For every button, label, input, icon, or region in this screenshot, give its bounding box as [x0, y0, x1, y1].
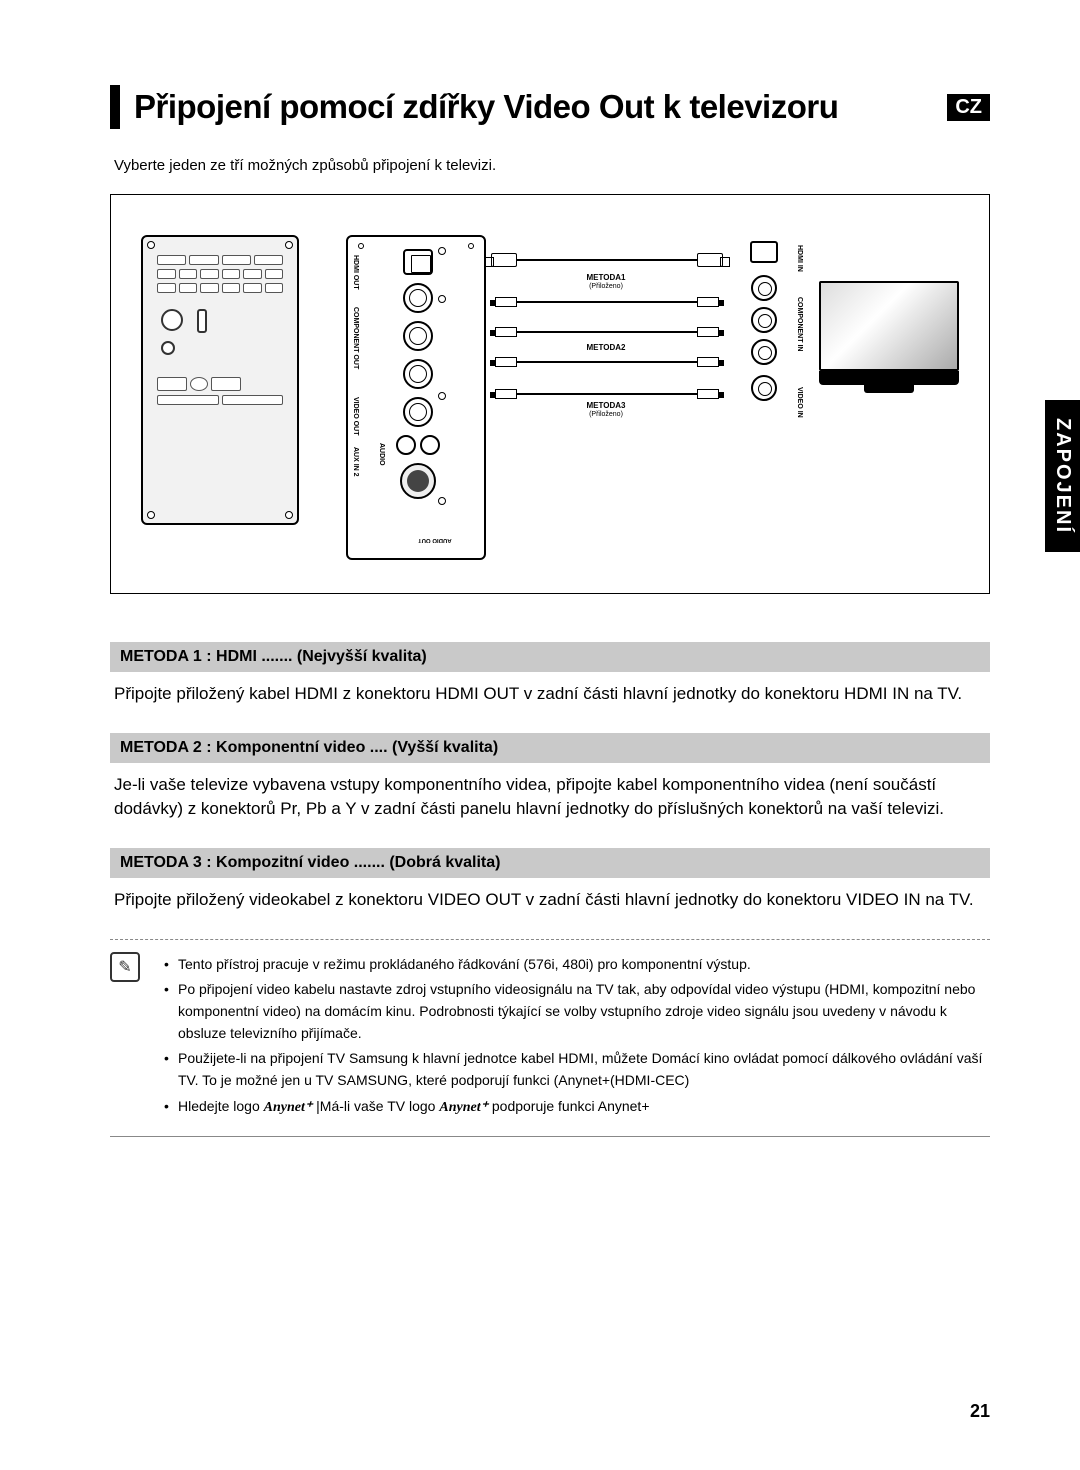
note-4-part2: |Má-li vaše TV logo — [316, 1098, 439, 1114]
connection-diagram: HDMI OUT COMPONENT OUT VIDEO OUT AUX IN … — [110, 194, 990, 594]
component-pb-jack — [403, 321, 433, 351]
title-accent-bar — [110, 85, 120, 129]
component-plug-2r — [697, 327, 719, 337]
section-side-tab: ZAPOJENÍ — [1045, 400, 1080, 552]
audio-out-connector — [400, 463, 436, 499]
video-out-label: VIDEO OUT — [352, 397, 359, 436]
component-cable-3 — [517, 361, 697, 363]
output-connector-strip: HDMI OUT COMPONENT OUT VIDEO OUT AUX IN … — [346, 235, 486, 560]
method1-cable-sublabel: (Přiloženo) — [551, 283, 661, 290]
method3-cable-label: METODA3 — [551, 401, 661, 410]
hdmi-out-port — [403, 249, 433, 275]
method1-cable-label: METODA1 — [551, 273, 661, 282]
notes-list: Tento přístroj pracuje v režimu prokláda… — [164, 954, 990, 1119]
hdmi-out-label: HDMI OUT — [352, 255, 359, 290]
aux-r-jack — [420, 435, 440, 455]
intro-text: Vyberte jeden ze tří možných způsobů při… — [114, 157, 990, 174]
video-out-jack — [403, 397, 433, 427]
tv-hdmi-in-label: HDMI IN — [796, 245, 803, 272]
method-3-body: Připojte přiložený videokabel z konektor… — [114, 888, 986, 913]
tv-illustration — [819, 281, 959, 391]
method-2-header: METODA 2 : Komponentní video .... (Vyšší… — [110, 733, 990, 763]
method-1-body: Připojte přiložený kabel HDMI z konektor… — [114, 682, 986, 707]
aux-l-jack — [396, 435, 416, 455]
component-y-jack — [403, 359, 433, 389]
component-plug-3l — [495, 357, 517, 367]
component-cable-2 — [517, 331, 697, 333]
page-number: 21 — [970, 1401, 990, 1422]
audio-label: AUDIO — [378, 443, 385, 466]
component-plug-3r — [697, 357, 719, 367]
video-plug-l — [495, 389, 517, 399]
note-4-part3: podporuje funkci Anynet+ — [492, 1098, 650, 1114]
page-title: Připojení pomocí zdířky Video Out k tele… — [134, 88, 838, 126]
language-badge: CZ — [947, 94, 990, 121]
note-item: Tento přístroj pracuje v režimu prokláda… — [164, 954, 990, 976]
component-plug-2l — [495, 327, 517, 337]
component-cable-1 — [517, 301, 697, 303]
note-4-part1: Hledejte logo — [178, 1098, 264, 1114]
page-header: Připojení pomocí zdířky Video Out k tele… — [110, 85, 990, 129]
video-cable — [517, 393, 697, 395]
anynet-logo: Anynet⁺ — [439, 1100, 488, 1115]
method2-cable-label: METODA2 — [551, 343, 661, 352]
method-2-body: Je-li vaše televize vybavena vstupy komp… — [114, 773, 986, 822]
tv-input-column — [739, 241, 789, 407]
hdmi-cable — [517, 259, 697, 261]
tv-component-pb — [751, 307, 777, 333]
method-1: METODA 1 : HDMI ....... (Nejvyšší kvalit… — [110, 642, 990, 707]
video-plug-r — [697, 389, 719, 399]
note-item: Po připojení video kabelu nastavte zdroj… — [164, 979, 990, 1044]
method-2: METODA 2 : Komponentní video .... (Vyšší… — [110, 733, 990, 822]
method-3: METODA 3 : Kompozitní video ....... (Dob… — [110, 848, 990, 913]
tv-video-in-label: VIDEO IN — [796, 387, 803, 418]
component-plug-1r — [697, 297, 719, 307]
note-item: Použijete-li na připojení TV Samsung k h… — [164, 1048, 990, 1091]
method-1-header: METODA 1 : HDMI ....... (Nejvyšší kvalit… — [110, 642, 990, 672]
tv-component-in-label: COMPONENT IN — [796, 297, 803, 351]
note-item: Hledejte logo Anynet⁺ |Má-li vaše TV log… — [164, 1096, 990, 1119]
tv-component-pr — [751, 275, 777, 301]
note-icon: ✎ — [110, 952, 140, 982]
component-pr-jack — [403, 283, 433, 313]
component-out-label: COMPONENT OUT — [352, 307, 359, 369]
hdmi-plug-right — [697, 253, 723, 267]
tv-component-y — [751, 339, 777, 365]
method3-cable-sublabel: (Přiloženo) — [551, 411, 661, 418]
anynet-logo: Anynet⁺ — [264, 1100, 313, 1115]
audio-out-label: AUDIO OUT — [418, 537, 452, 543]
hdmi-plug-left — [491, 253, 517, 267]
tv-hdmi-in-port — [750, 241, 778, 263]
device-back-panel — [141, 235, 299, 525]
aux-in2-label: AUX IN 2 — [352, 447, 359, 477]
tv-video-in — [751, 375, 777, 401]
notes-section: ✎ Tento přístroj pracuje v režimu proklá… — [110, 939, 990, 1138]
component-plug-1l — [495, 297, 517, 307]
method-3-header: METODA 3 : Kompozitní video ....... (Dob… — [110, 848, 990, 878]
